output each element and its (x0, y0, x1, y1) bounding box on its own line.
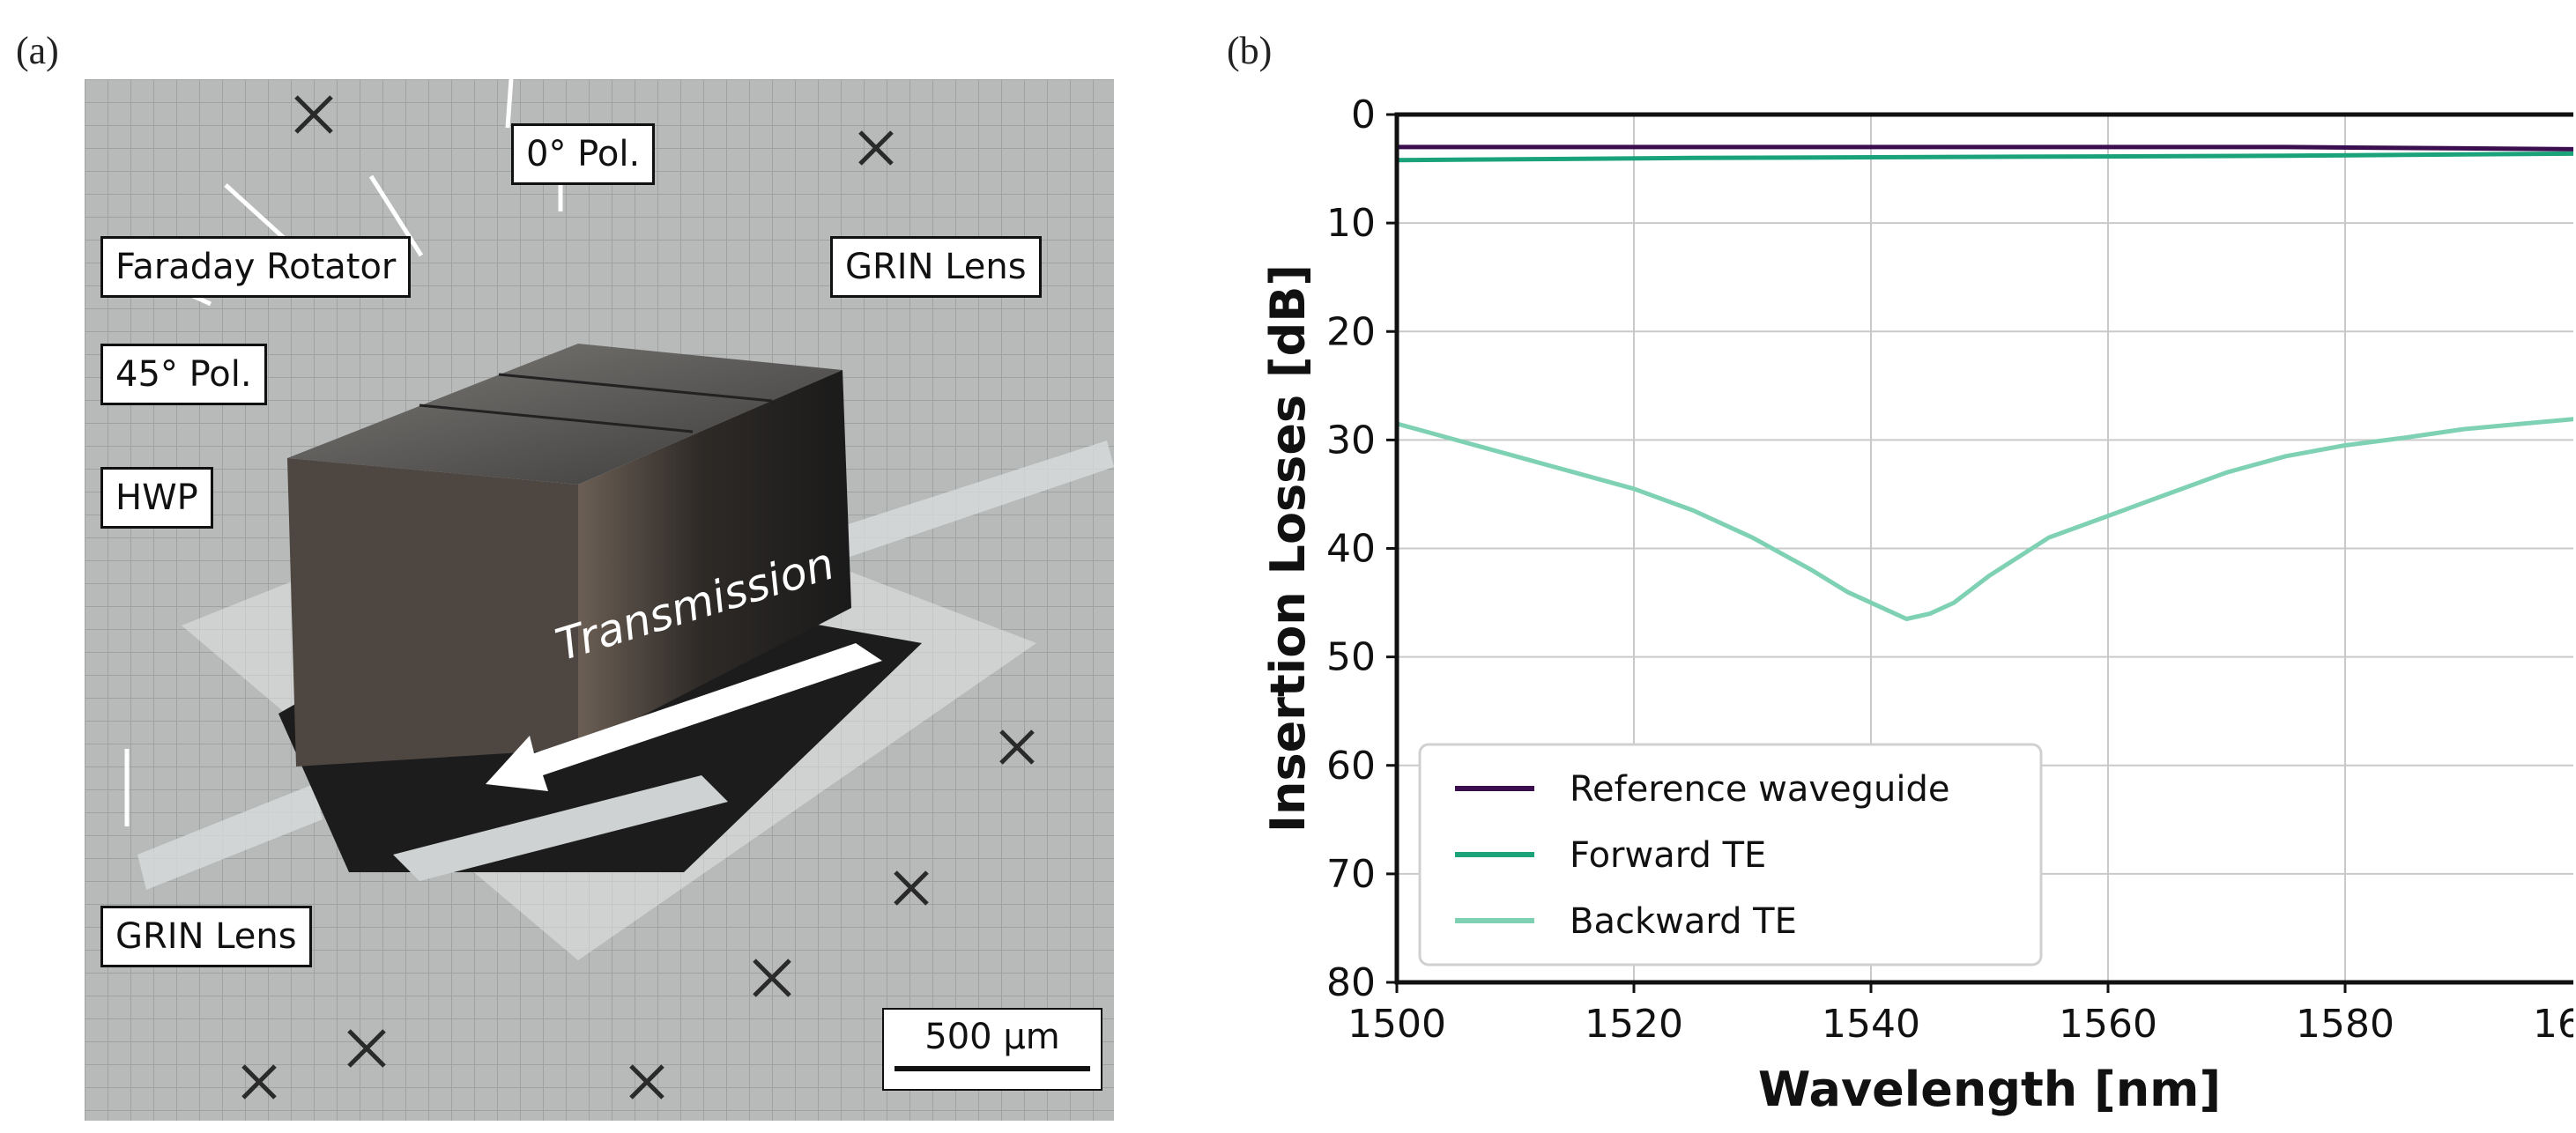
y-tick-label: 0 (1351, 93, 1376, 137)
callout-grin-lens-top: GRIN Lens (830, 236, 1042, 298)
panel-label-b: (b) (1227, 29, 1273, 72)
callout-hwp: HWP (100, 467, 213, 529)
scale-bar-line (895, 1066, 1090, 1071)
legend-label-3: Backward TE (1570, 901, 1797, 942)
metal-pad (393, 775, 728, 881)
scale-bar-box: 500 µm (882, 1008, 1102, 1091)
y-tick-label: 30 (1326, 418, 1376, 463)
legend-label-2: Forward TE (1570, 835, 1766, 876)
series-line-3 (1396, 417, 2573, 621)
isolator-block-top (287, 344, 843, 485)
panel-label-a: (a) (16, 29, 59, 72)
callout-faraday-rotator: Faraday Rotator (100, 236, 412, 298)
x-tick-label: 1540 (1822, 1002, 1920, 1047)
x-tick-label: 1560 (2059, 1002, 2157, 1047)
x-tick-label: 1520 (1585, 1002, 1683, 1047)
callout-grin-lens-bottom: GRIN Lens (100, 906, 312, 967)
x-tick-label: 1600 (2533, 1002, 2573, 1047)
y-tick-label: 20 (1326, 309, 1376, 354)
layer-boundary (498, 373, 773, 403)
grin-lens-left (137, 784, 323, 890)
x-tick-label: 1580 (2296, 1002, 2394, 1047)
callout-0deg-polarizer: 0° Pol. (511, 123, 656, 185)
insertion-loss-chart: 1500 1520 1540 1560 1580 1600 0 10 20 30 40 50 60 70 8… (1260, 93, 2573, 1117)
y-tick-label: 60 (1326, 744, 1376, 789)
isolator-micrograph: 0° Pol. Faraday Rotator GRIN Lens 45° Po… (85, 79, 1114, 1121)
y-tick-label: 80 (1326, 960, 1376, 1005)
y-axis-title: Insertion Losses [dB] (1260, 264, 1316, 833)
grin-lens-right (807, 441, 1114, 568)
series-line-1 (1397, 144, 2573, 152)
x-axis-title: Wavelength [nm] (1758, 1062, 2221, 1117)
isolator-block-front (287, 458, 578, 766)
chart-ticks: 1500 1520 1540 1560 1580 1600 0 10 20 30 40 50 60 70 8… (1326, 93, 2573, 1047)
scale-bar-label: 500 µm (924, 1017, 1060, 1057)
y-tick-label: 10 (1326, 201, 1376, 246)
chart-legend: Reference waveguide Forward TE Backward TE (1418, 743, 2043, 966)
transmission-arrow (486, 643, 882, 791)
callout-45deg-polarizer: 45° Pol. (100, 344, 267, 405)
legend-box (1418, 743, 2043, 966)
y-tick-label: 50 (1326, 635, 1376, 680)
chart-series (1396, 144, 2573, 621)
series-line-2 (1396, 151, 2573, 163)
legend-label-1: Reference waveguide (1570, 769, 1950, 810)
layer-boundary (419, 404, 694, 433)
y-tick-label: 70 (1326, 852, 1376, 897)
isolator-block-side (578, 370, 851, 749)
alignment-marks (241, 95, 1035, 1100)
x-tick-label: 1500 (1347, 1002, 1446, 1047)
y-tick-label: 40 (1326, 527, 1376, 572)
